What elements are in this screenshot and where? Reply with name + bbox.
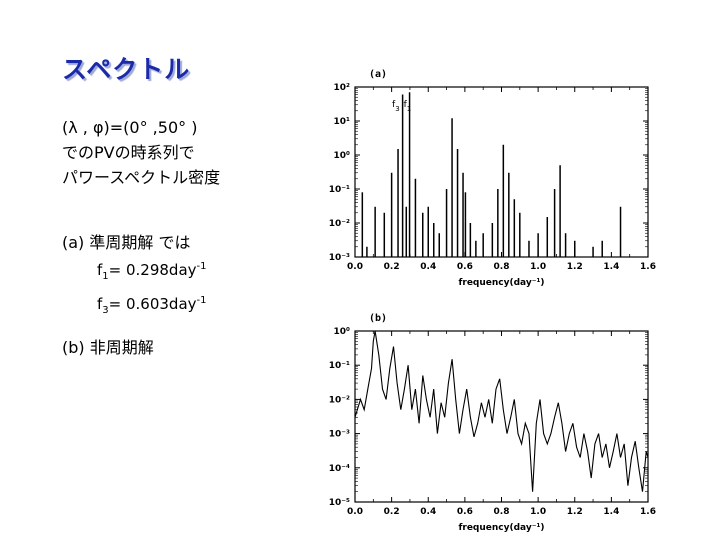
description-line: パワースペクトル密度	[62, 168, 221, 187]
plot-frame	[354, 330, 649, 503]
x-axis-label: frequency(day⁻¹)	[458, 278, 544, 288]
x-tick-label: 1.2	[567, 262, 583, 272]
x-tick-label: 0.6	[457, 262, 473, 272]
f3-line: f3= 0.603day-1	[97, 295, 207, 316]
y-tick-label: 10⁻²	[329, 395, 350, 405]
x-tick-label: 0.4	[420, 507, 436, 517]
y-tick-label: 10⁻¹	[329, 361, 350, 371]
x-tick-label: 1.2	[567, 507, 583, 517]
f1-line: f1= 0.298day-1	[97, 261, 207, 282]
x-tick-label: 1.6	[640, 262, 656, 272]
panel-label: (b)	[369, 313, 387, 324]
description-line: でのPVの時系列で	[62, 143, 195, 162]
spectrum-line	[354, 330, 649, 492]
item-b-heading: (b) 非周期解	[62, 338, 154, 357]
item-a: (a) 準周期解 では f1= 0.298day-1 f3= 0.603day-…	[62, 230, 207, 323]
x-tick-label: 0.2	[384, 507, 400, 517]
peak-annotation: f1	[404, 100, 412, 113]
y-tick-label: 10⁻³	[329, 253, 350, 263]
x-tick-label: 1.6	[640, 507, 656, 517]
x-tick-label: 0.2	[384, 262, 400, 272]
description-line: (λ , φ)=(0° ,50° )	[62, 118, 198, 137]
item-b: (b) 非周期解	[62, 335, 154, 360]
x-tick-label: 0.0	[347, 262, 363, 272]
y-tick-label: 10⁻⁴	[329, 464, 350, 474]
description: (λ , φ)=(0° ,50° ) でのPVの時系列で パワースペクトル密度	[62, 115, 220, 190]
x-tick-label: 1.0	[530, 262, 546, 272]
x-tick-label: 1.4	[603, 507, 619, 517]
x-tick-label: 0.0	[347, 507, 363, 517]
panel-label: (a)	[369, 69, 387, 80]
y-tick-label: 10⁻³	[329, 430, 350, 440]
item-a-heading: (a) 準周期解 では	[62, 233, 191, 252]
x-tick-label: 0.4	[420, 262, 436, 272]
x-tick-label: 0.6	[457, 507, 473, 517]
y-tick-label: 10⁻¹	[329, 185, 350, 195]
y-tick-label: 10⁰	[334, 151, 351, 161]
x-axis-label: frequency(day⁻¹)	[458, 523, 544, 533]
y-tick-label: 10²	[334, 83, 351, 93]
x-tick-label: 1.4	[603, 262, 619, 272]
y-tick-label: 10⁻⁵	[329, 498, 350, 508]
y-tick-label: 10⁰	[334, 327, 351, 337]
x-tick-label: 0.8	[494, 507, 510, 517]
x-tick-label: 1.0	[530, 507, 546, 517]
x-tick-label: 0.8	[494, 262, 510, 272]
y-tick-label: 10⁻²	[329, 219, 350, 229]
y-tick-label: 10¹	[334, 117, 351, 127]
peak-annotation: f3	[392, 100, 400, 113]
slide-title: スペクトル	[62, 55, 191, 84]
